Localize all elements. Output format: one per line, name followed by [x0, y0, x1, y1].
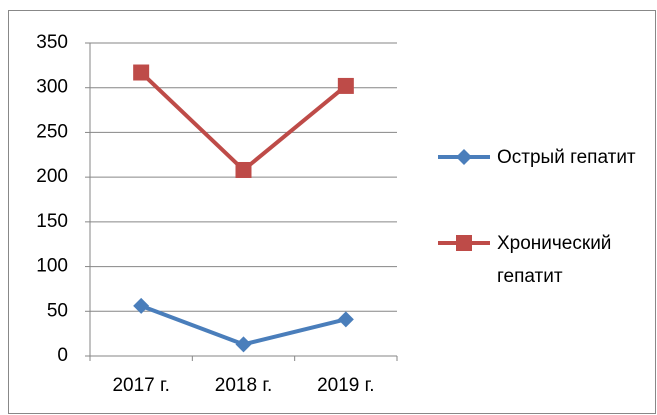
- x-tick-label: 2018 г.: [215, 375, 272, 396]
- chart-border: [8, 10, 656, 414]
- y-tick-label: 200: [36, 166, 68, 187]
- y-tick-label: 350: [36, 32, 68, 53]
- y-tick-label: 0: [57, 345, 68, 366]
- marker: [337, 311, 354, 328]
- y-tick-label: 150: [36, 211, 68, 232]
- y-tick-label: 250: [36, 121, 68, 142]
- marker: [337, 77, 354, 94]
- y-tick-label: 300: [36, 77, 68, 98]
- legend-label: Острый гепатит: [497, 147, 636, 168]
- y-tick-label: 100: [36, 256, 68, 277]
- marker: [456, 149, 472, 165]
- x-tick-label: 2017 г.: [112, 375, 169, 396]
- x-tick-label: 2019 г.: [317, 375, 374, 396]
- marker: [456, 235, 472, 251]
- y-tick-label: 50: [47, 300, 68, 321]
- marker: [133, 297, 150, 314]
- marker: [133, 64, 150, 81]
- marker: [235, 336, 252, 353]
- marker: [235, 161, 252, 178]
- legend-label: Хронический гепатит: [497, 233, 612, 287]
